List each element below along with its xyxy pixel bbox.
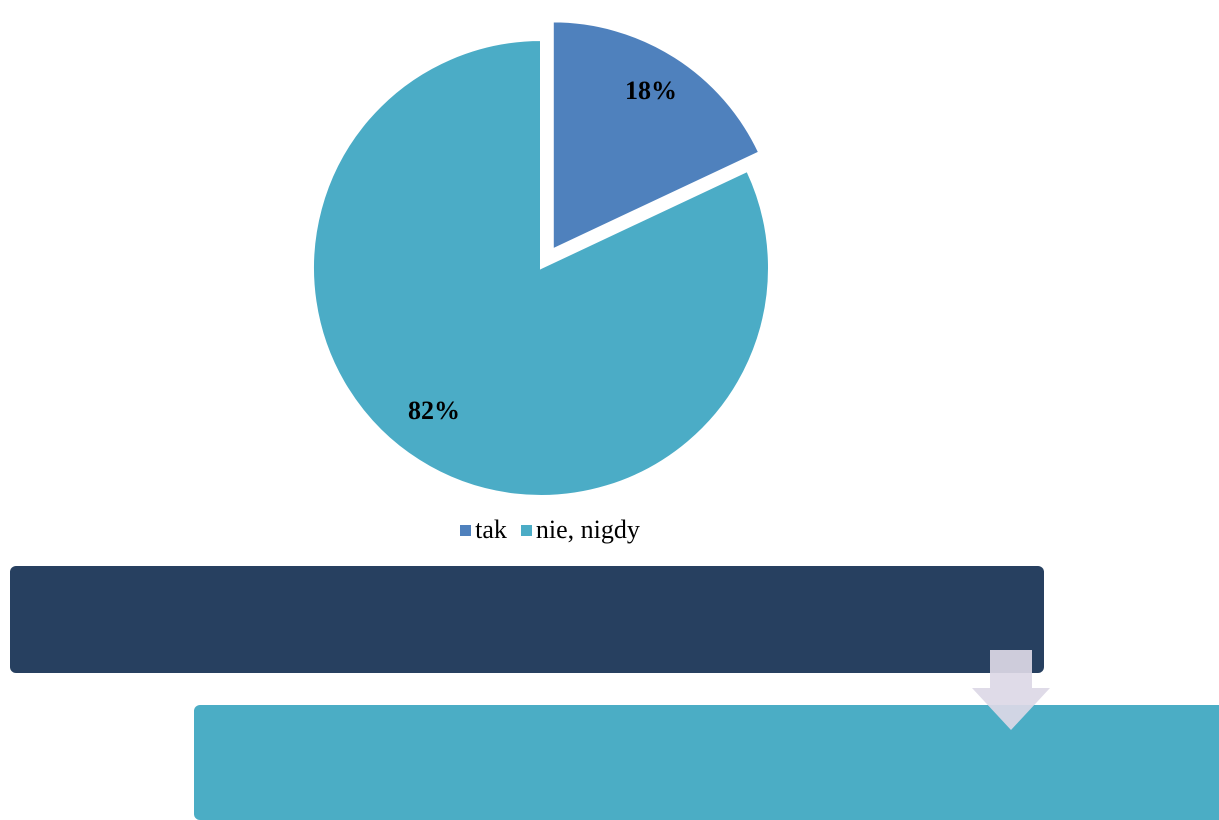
legend-swatch-tak [460,524,472,536]
pie-slice-tak [551,20,761,252]
pie-slice-label-tak: 18% [625,76,677,105]
legend-label-nie-nigdy: nie, nigdy [535,515,640,544]
legend-item-tak: tak [460,515,507,545]
pie-chart: 18% 82% tak nie, nigdy [0,20,1100,550]
diagram-box-bottom [194,705,1219,820]
pie-slice-label-nie-nigdy: 82% [408,396,460,425]
pie-chart-svg: 18% 82% [312,20,771,497]
chart-legend: tak nie, nigdy [0,510,1100,550]
pie-slice-nie-nigdy [312,38,771,497]
diagram-box-top [10,566,1044,673]
down-arrow-shape [972,650,1050,730]
legend-item-nie-nigdy: nie, nigdy [520,515,640,545]
legend-label-tak: tak [475,515,507,544]
legend-swatch-nie-nigdy [520,524,532,536]
down-arrow-icon [972,650,1050,730]
